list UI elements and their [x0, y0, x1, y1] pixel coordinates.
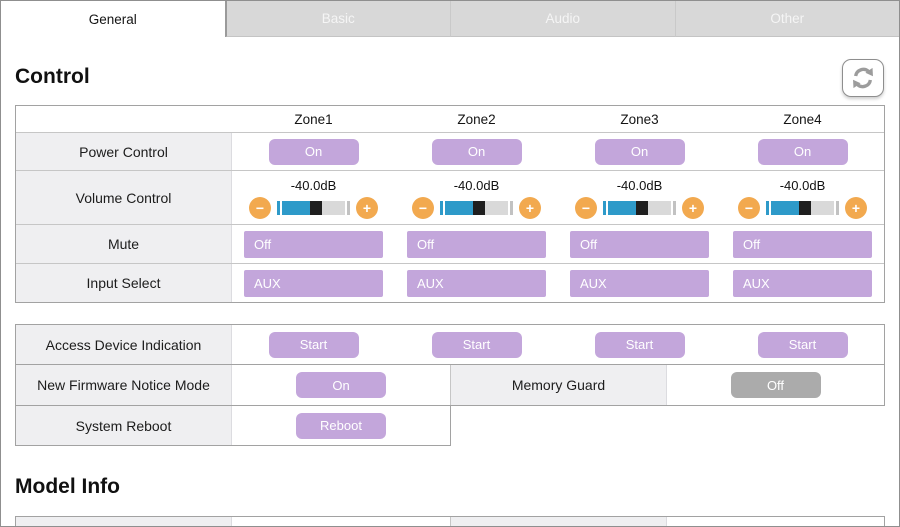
mute-select-zone3[interactable]: Off	[570, 230, 709, 258]
tab-other[interactable]: Other	[675, 1, 899, 37]
reboot-button[interactable]: Reboot	[296, 412, 386, 439]
tab-audio[interactable]: Audio	[451, 1, 676, 37]
slider-right-cap	[510, 201, 513, 215]
slider-track	[811, 201, 834, 215]
access-start-button-zone4[interactable]: Start	[757, 331, 848, 358]
volume-value-zone4: -40.0dB	[779, 178, 826, 193]
memory-guard-toggle[interactable]: Off	[730, 372, 821, 398]
input-select-zone1[interactable]: AUX	[244, 269, 383, 297]
settings-table: Access Device Indication Start Start Sta…	[15, 324, 885, 446]
mute-label: Mute	[16, 225, 232, 263]
slider-handle[interactable]	[799, 201, 811, 215]
system-reboot-row: System Reboot Reboot	[15, 406, 451, 446]
firmware-notice-toggle[interactable]: On	[296, 372, 386, 398]
model-info-value-cell	[667, 517, 884, 526]
model-info-table	[15, 516, 885, 526]
slider-handle[interactable]	[310, 201, 322, 215]
volume-zone4: -40.0dB − +	[721, 171, 884, 224]
slider-left-cap	[603, 201, 606, 215]
slider-left-cap	[766, 201, 769, 215]
volume-slider-zone3[interactable]	[603, 201, 676, 215]
firmware-memory-row: New Firmware Notice Mode On Memory Guard…	[15, 365, 885, 406]
slider-handle[interactable]	[636, 201, 648, 215]
volume-increase-button-zone1[interactable]: +	[356, 197, 378, 219]
slider-right-cap	[836, 201, 839, 215]
slider-fill	[608, 201, 636, 215]
slider-left-cap	[440, 201, 443, 215]
volume-control-label: Volume Control	[16, 171, 232, 224]
zone4-header: Zone4	[783, 111, 822, 127]
power-toggle-zone2[interactable]: On	[431, 138, 522, 165]
slider-track	[322, 201, 345, 215]
model-info-section-title: Model Info	[15, 475, 120, 498]
input-select-zone3[interactable]: AUX	[570, 269, 709, 297]
model-info-value-cell	[232, 517, 450, 526]
input-select-zone2[interactable]: AUX	[407, 269, 546, 297]
volume-decrease-button-zone3[interactable]: −	[575, 197, 597, 219]
volume-increase-button-zone3[interactable]: +	[682, 197, 704, 219]
control-table: Zone1 Zone2 Zone3 Zone4 Power Control On…	[15, 105, 885, 303]
power-control-row: Power Control On On On On	[16, 132, 884, 170]
volume-increase-button-zone2[interactable]: +	[519, 197, 541, 219]
memory-guard-label: Memory Guard	[450, 365, 667, 405]
slider-fill	[282, 201, 310, 215]
slider-track	[648, 201, 671, 215]
volume-zone1: -40.0dB − +	[232, 171, 395, 224]
zone-header-spacer	[16, 106, 232, 132]
slider-right-cap	[673, 201, 676, 215]
input-select-row: Input Select AUX AUX AUX AUX	[16, 263, 884, 302]
model-info-label-cell	[16, 517, 232, 526]
power-toggle-zone4[interactable]: On	[757, 138, 848, 165]
control-section-title: Control	[15, 65, 90, 88]
input-select-label: Input Select	[16, 264, 232, 302]
mute-select-zone2[interactable]: Off	[407, 230, 546, 258]
model-info-row	[16, 517, 884, 526]
access-device-label: Access Device Indication	[16, 325, 232, 364]
volume-slider-zone2[interactable]	[440, 201, 513, 215]
volume-zone3: -40.0dB − +	[558, 171, 721, 224]
slider-handle[interactable]	[473, 201, 485, 215]
slider-track	[485, 201, 508, 215]
access-device-row: Access Device Indication Start Start Sta…	[15, 324, 885, 365]
volume-control-row: Volume Control -40.0dB − +	[16, 170, 884, 224]
volume-slider-zone1[interactable]	[277, 201, 350, 215]
slider-fill	[445, 201, 473, 215]
volume-slider-zone4[interactable]	[766, 201, 839, 215]
volume-value-zone3: -40.0dB	[616, 178, 663, 193]
volume-value-zone2: -40.0dB	[453, 178, 500, 193]
mute-row: Mute Off Off Off Off	[16, 224, 884, 263]
zone1-header: Zone1	[294, 111, 333, 127]
power-toggle-zone3[interactable]: On	[594, 138, 685, 165]
access-start-button-zone1[interactable]: Start	[268, 331, 359, 358]
volume-decrease-button-zone2[interactable]: −	[412, 197, 434, 219]
volume-zone2: -40.0dB − +	[395, 171, 558, 224]
volume-decrease-button-zone1[interactable]: −	[249, 197, 271, 219]
refresh-button[interactable]	[842, 59, 884, 97]
volume-increase-button-zone4[interactable]: +	[845, 197, 867, 219]
slider-left-cap	[277, 201, 280, 215]
firmware-notice-label: New Firmware Notice Mode	[16, 365, 232, 405]
volume-decrease-button-zone4[interactable]: −	[738, 197, 760, 219]
zone-header-row: Zone1 Zone2 Zone3 Zone4	[16, 106, 884, 132]
system-reboot-label: System Reboot	[16, 406, 232, 445]
input-select-zone4[interactable]: AUX	[733, 269, 872, 297]
zone3-header: Zone3	[620, 111, 659, 127]
tab-general[interactable]: General	[1, 1, 226, 37]
model-info-label-cell	[450, 517, 667, 526]
slider-fill	[771, 201, 799, 215]
tab-bar: General Basic Audio Other	[1, 1, 899, 37]
tab-basic[interactable]: Basic	[225, 1, 451, 37]
zone2-header: Zone2	[457, 111, 496, 127]
mute-select-zone4[interactable]: Off	[733, 230, 872, 258]
access-start-button-zone3[interactable]: Start	[594, 331, 685, 358]
power-control-label: Power Control	[16, 133, 232, 170]
volume-value-zone1: -40.0dB	[290, 178, 337, 193]
power-toggle-zone1[interactable]: On	[268, 138, 359, 165]
access-start-button-zone2[interactable]: Start	[431, 331, 522, 358]
mute-select-zone1[interactable]: Off	[244, 230, 383, 258]
refresh-icon	[850, 65, 876, 91]
slider-right-cap	[347, 201, 350, 215]
